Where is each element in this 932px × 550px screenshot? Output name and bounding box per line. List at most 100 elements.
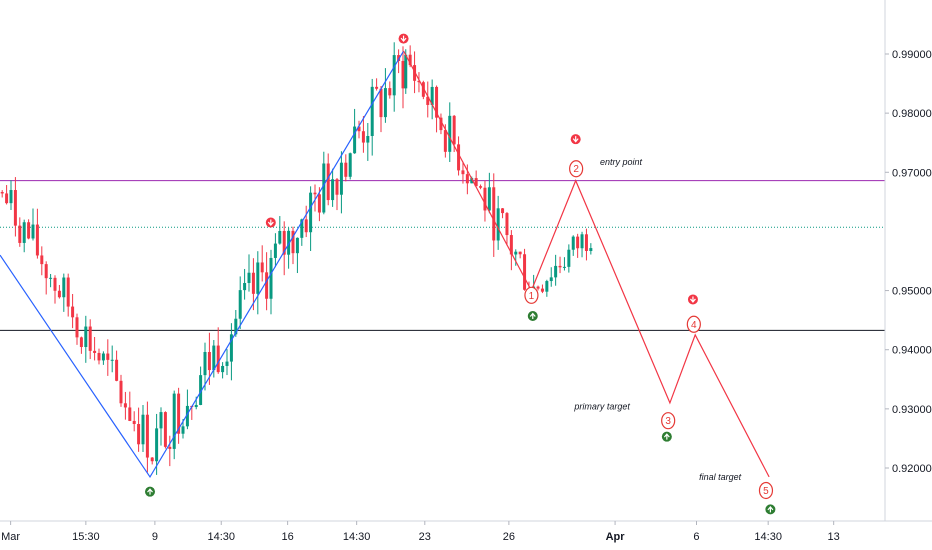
candle-body: [137, 424, 141, 445]
candle-body: [470, 178, 474, 184]
candle-body: [150, 457, 154, 462]
x-tick-label: 13: [828, 531, 840, 543]
candle-body: [172, 393, 176, 449]
candle-body: [375, 86, 379, 89]
candle-body: [335, 179, 339, 195]
candle-body: [273, 243, 277, 258]
candle-body: [401, 60, 405, 89]
candle-body: [379, 88, 383, 118]
candle-body: [256, 262, 260, 294]
candle-body: [536, 286, 540, 289]
x-tick-label: Mar: [1, 531, 20, 543]
candle-body: [119, 380, 123, 404]
candle-body: [216, 345, 220, 373]
arrow-glyph: [147, 488, 153, 495]
candle-body: [199, 375, 203, 405]
y-tick-label: 0.92000: [892, 463, 932, 475]
candle-body: [128, 407, 132, 421]
x-tick-label: Apr: [606, 531, 626, 543]
candle-body: [159, 412, 163, 429]
wave-number-circle: [758, 481, 774, 500]
candle-body: [571, 236, 575, 250]
candle-body: [461, 170, 465, 175]
candle-body: [291, 230, 295, 254]
candle-body: [339, 162, 343, 195]
candle-body: [518, 251, 522, 255]
candle-body: [309, 192, 313, 233]
candle-body: [225, 361, 229, 366]
candle-body: [361, 131, 365, 143]
candle-body: [221, 365, 225, 373]
candle-body: [9, 190, 13, 204]
candle-body: [97, 352, 101, 361]
candle-body: [44, 264, 48, 279]
y-tick-label: 0.98000: [892, 108, 932, 120]
candle-body: [106, 353, 110, 360]
candle-body: [0, 192, 4, 194]
candle-body: [185, 405, 189, 427]
arrow-glyph: [767, 505, 774, 513]
candle-body: [31, 224, 35, 239]
annotation-text: entry point: [600, 157, 643, 167]
candle-body: [540, 288, 544, 292]
candle-body: [370, 86, 374, 136]
candle-body: [295, 237, 299, 254]
wave-number-label: 4: [691, 320, 697, 331]
candle-body: [238, 290, 242, 319]
candle-body: [260, 262, 264, 273]
arrow-glyph: [529, 312, 536, 320]
y-tick-label: 0.99000: [892, 49, 932, 61]
arrow-glyph: [267, 219, 274, 226]
candle-body: [53, 277, 57, 291]
candle-body: [474, 178, 478, 187]
candle-body: [545, 281, 549, 292]
price-lines: 0.968580.960700.94328: [0, 171, 932, 340]
candle-body: [514, 251, 518, 255]
candle-body: [207, 351, 211, 371]
candle-body: [397, 55, 401, 61]
candle-body: [413, 65, 417, 81]
candle-body: [426, 96, 430, 105]
candle-body: [163, 412, 167, 447]
y-tick-label: 0.95000: [892, 286, 932, 298]
candle-body: [366, 135, 370, 143]
y-axis-panel: [885, 0, 932, 521]
candle-body: [452, 115, 456, 145]
candle-body: [40, 255, 44, 265]
candle-body: [110, 359, 114, 361]
candle-body: [35, 224, 39, 256]
candle-body: [145, 414, 149, 458]
candle-body: [278, 230, 282, 244]
x-tick-label: 15:30: [72, 531, 100, 543]
candle-body: [383, 88, 387, 118]
candle-body: [282, 230, 286, 255]
y-tick-label: 0.94000: [892, 345, 932, 357]
candle-body: [509, 235, 513, 255]
wave-number-label: 1: [529, 291, 535, 302]
candlesticks: [0, 42, 593, 475]
x-tick-label: 6: [693, 531, 699, 543]
candle-body: [496, 208, 500, 241]
x-tick-label: 9: [152, 531, 158, 543]
candle-body: [88, 326, 92, 351]
candle-body: [344, 162, 348, 177]
wave-number-label: 2: [573, 164, 579, 175]
candle-body: [194, 404, 198, 408]
candle-body: [576, 236, 580, 249]
candle-body: [79, 337, 83, 348]
candle-body: [5, 193, 9, 204]
candle-body: [101, 353, 105, 361]
candle-body: [457, 144, 461, 171]
x-tick-label: 14:30: [754, 531, 782, 543]
candle-body: [322, 163, 326, 213]
wave-line-red: [403, 50, 770, 478]
candle-body: [115, 359, 119, 381]
candle-body: [483, 187, 487, 211]
arrow-glyph: [572, 136, 579, 143]
x-tick-label: 14:30: [207, 531, 235, 543]
wave-number-label: 3: [665, 416, 671, 427]
annotation-text: final target: [699, 472, 742, 482]
candle-body: [439, 117, 443, 131]
